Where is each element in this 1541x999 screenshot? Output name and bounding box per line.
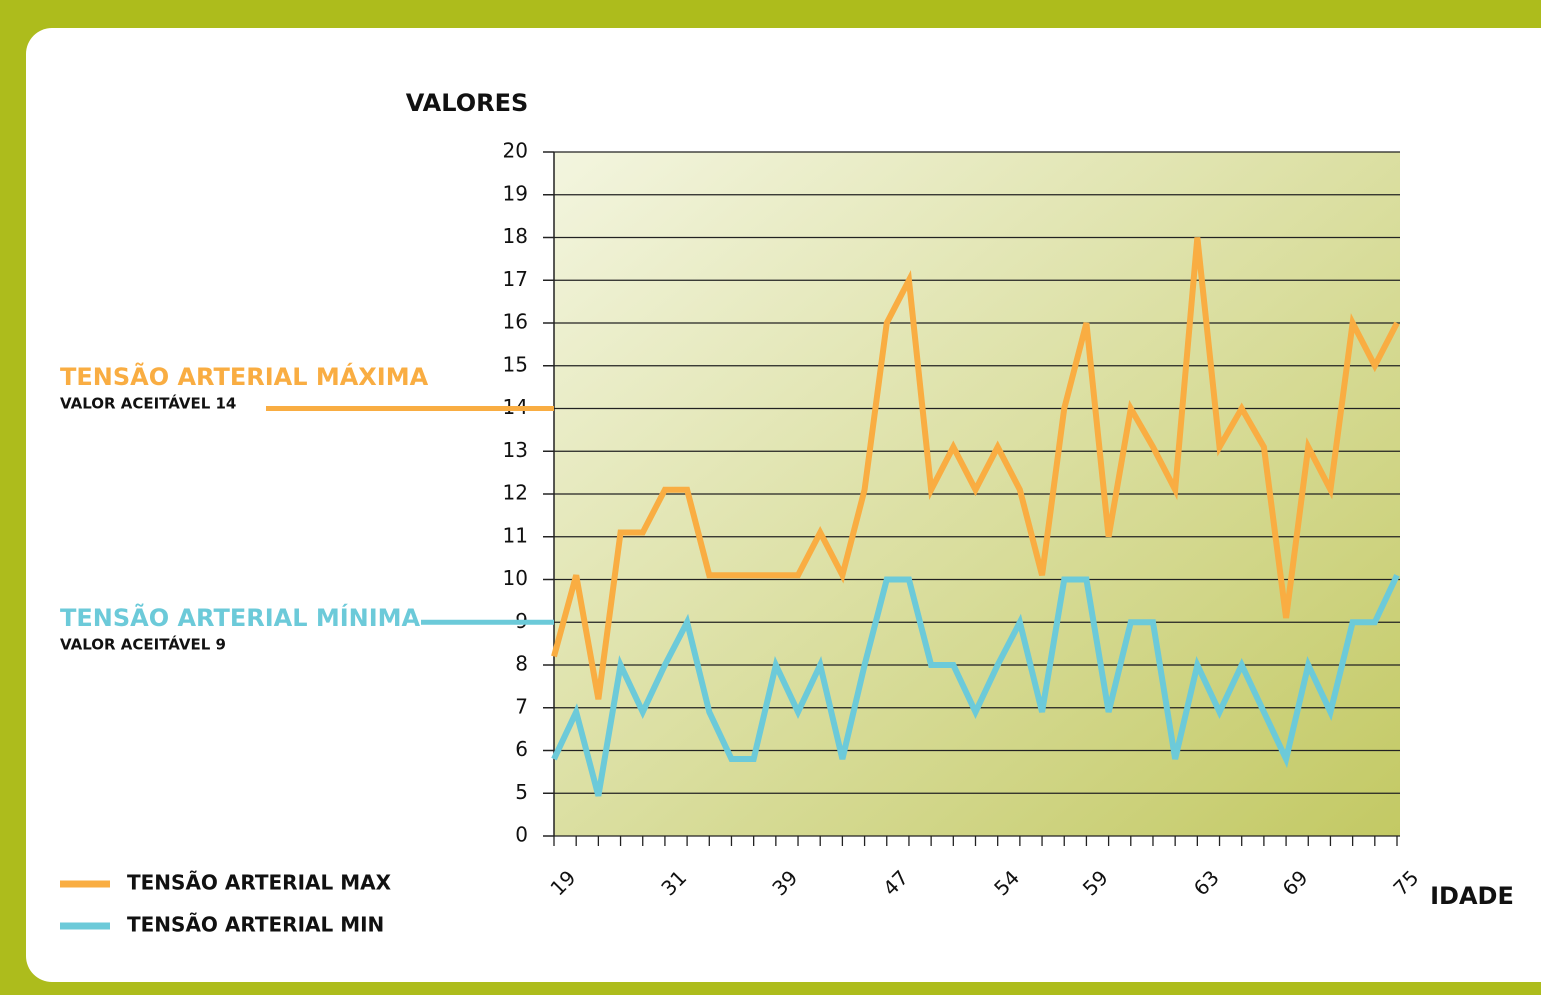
legend-label: TENSÃO ARTERIAL MIN [127, 913, 384, 937]
y-tick-label: 5 [515, 780, 528, 804]
reference-label: TENSÃO ARTERIAL MÁXIMA [60, 362, 429, 391]
series-line [551, 237, 1400, 700]
y-tick-label: 6 [515, 737, 528, 761]
series-line [551, 573, 1400, 797]
y-tick-label: 7 [515, 694, 528, 718]
y-axis-label: VALORES [406, 89, 529, 117]
y-tick-label: 0 [515, 823, 528, 847]
y-tick-label: 20 [503, 139, 528, 163]
y-tick-label: 16 [503, 310, 528, 334]
reference-sublabel: VALOR ACEITÁVEL 14 [60, 394, 236, 413]
y-tick-label: 19 [503, 181, 528, 205]
reference-sublabel: VALOR ACEITÁVEL 9 [60, 635, 226, 654]
y-tick-label: 10 [503, 566, 528, 590]
y-tick-label: 12 [503, 481, 528, 505]
y-tick-label: 18 [503, 224, 528, 248]
y-tick-label: 8 [515, 652, 528, 676]
legend-label: TENSÃO ARTERIAL MAX [127, 871, 392, 895]
y-tick-label: 11 [503, 523, 528, 547]
y-tick-label: 17 [503, 267, 528, 291]
y-tick-label: 13 [503, 438, 528, 462]
x-axis-label: IDADE [1430, 882, 1514, 910]
y-tick-label: 15 [503, 352, 528, 376]
reference-label: TENSÃO ARTERIAL MÍNIMA [60, 603, 421, 632]
